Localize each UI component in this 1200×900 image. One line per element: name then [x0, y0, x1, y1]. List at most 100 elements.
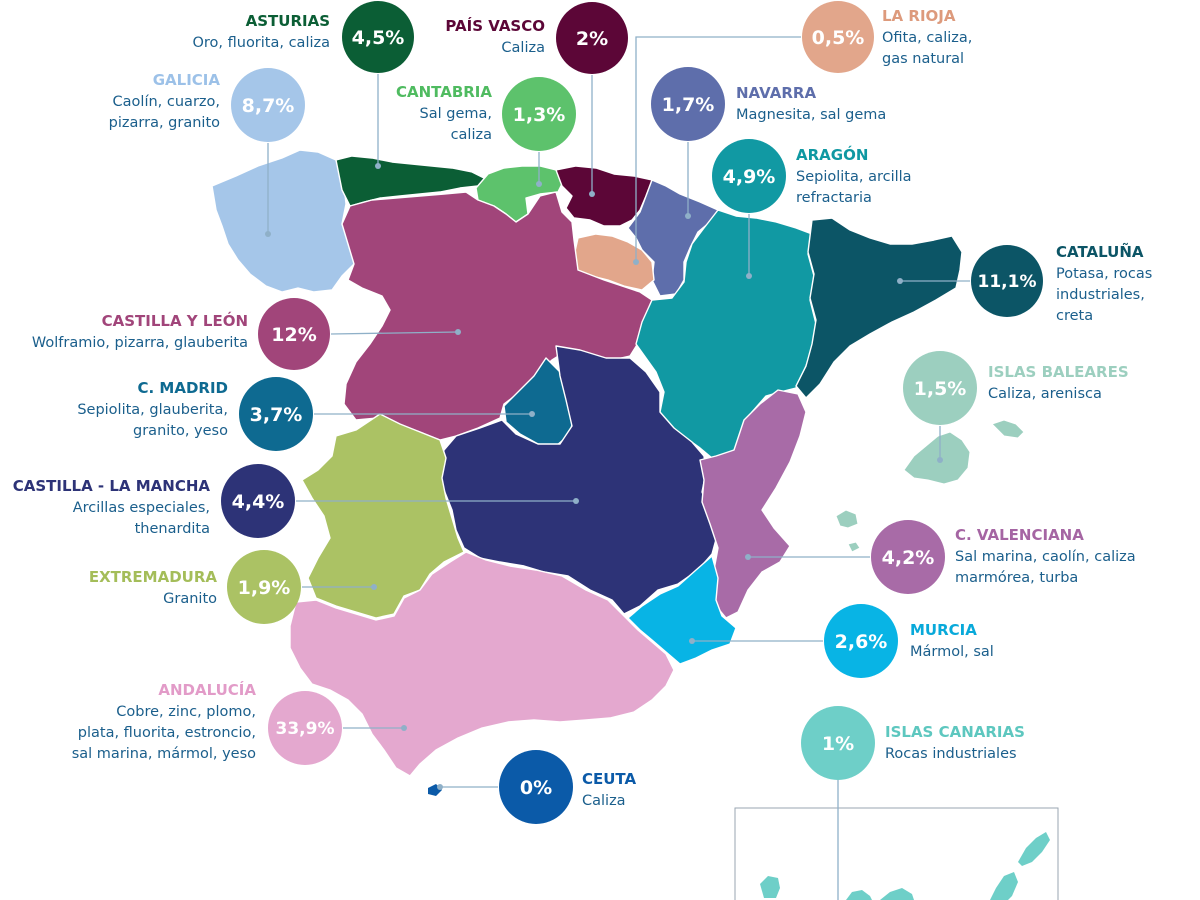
leader-dot [371, 584, 377, 590]
label-murcia: 2,6% MURCIA Mármol, sal [689, 604, 994, 678]
percent-value: 4,5% [352, 27, 405, 49]
canary-islands-inset [734, 807, 1059, 900]
leader-dot [897, 278, 903, 284]
percent-bubble [342, 1, 414, 73]
percent-value: 1,9% [238, 577, 291, 599]
leader-dot [633, 259, 639, 265]
percent-value: 4,4% [232, 491, 285, 513]
leader-line [330, 331, 459, 335]
label-madrid: 3,7% C. MADRID Sepiolita, glauberita, grani… [77, 377, 535, 451]
minerals-line: Caolín, cuarzo, [113, 94, 220, 110]
region-extremadura [301, 413, 465, 619]
percent-bubble [903, 351, 977, 425]
leader-dot [529, 411, 535, 417]
region-name: MURCIA [910, 621, 977, 639]
region-andalucia [289, 551, 675, 777]
region-name: ISLAS CANARIAS [885, 723, 1025, 741]
minerals-line: Sal gema, [420, 106, 492, 122]
label-navarra: 1,7% NAVARRA Magnesita, sal gema [651, 67, 886, 219]
label-castilla-leon: 12% CASTILLA Y LEÓN Wolframio, pizarra, gl… [32, 298, 461, 370]
region-name: GALICIA [153, 71, 221, 89]
percent-value: 4,2% [882, 547, 935, 569]
leader-dot [265, 231, 271, 237]
leader-dot [746, 273, 752, 279]
minerals-line: Oro, fluorita, caliza [192, 35, 330, 51]
leader-dot [375, 163, 381, 169]
percent-value: 0% [520, 777, 552, 799]
minerals-line: granito, yeso [133, 423, 228, 439]
leader-dot [573, 498, 579, 504]
percent-bubble [231, 68, 305, 142]
minerals-line: refractaria [796, 190, 872, 206]
minerals-line: Rocas industriales [885, 746, 1017, 762]
percent-value: 12% [271, 324, 316, 346]
label-valenciana: 4,2% C. VALENCIANA Sal marina, caolín, cal… [745, 520, 1136, 594]
leader-dot [745, 554, 751, 560]
percent-value: 1,5% [914, 378, 967, 400]
percent-bubble [556, 2, 628, 74]
percent-bubble [871, 520, 945, 594]
label-extremadura: 1,9% EXTREMADURA Granito [89, 550, 377, 624]
region-name: CASTILLA Y LEÓN [102, 311, 248, 330]
leader-dot [685, 213, 691, 219]
leader-dot [437, 784, 443, 790]
percent-value: 2,6% [835, 631, 888, 653]
leader-dot [455, 329, 461, 335]
label-asturias: 4,5% ASTURIAS Oro, fluorita, caliza [192, 1, 414, 169]
percent-bubble [651, 67, 725, 141]
label-pais-vasco: 2% PAÍS VASCO Caliza [445, 2, 628, 197]
minerals-line: Sepiolita, glauberita, [77, 402, 228, 418]
percent-bubble [239, 377, 313, 451]
percent-value: 2% [576, 28, 608, 50]
percent-value: 11,1% [978, 272, 1037, 292]
minerals-line: Ofita, caliza, [882, 30, 972, 46]
region-cataluna [795, 217, 963, 399]
minerals-line: Granito [163, 591, 217, 607]
minerals-line: plata, fluorita, estroncio, [78, 725, 256, 741]
region-name: ISLAS BALEARES [988, 363, 1129, 381]
region-name: LA RIOJA [882, 7, 956, 25]
label-cataluna: 11,1% CATALUÑA Potasa, rocas industriales, c… [897, 242, 1152, 324]
region-name: C. MADRID [138, 379, 229, 397]
leader-dot [536, 181, 542, 187]
minerals-line: Caliza [501, 40, 545, 56]
percent-bubble [268, 691, 342, 765]
minerals-line: creta [1056, 308, 1093, 324]
minerals-line: gas natural [882, 51, 964, 67]
percent-bubble [801, 706, 875, 780]
percent-value: 1,3% [513, 104, 566, 126]
leader-dot [589, 191, 595, 197]
minerals-line: Sal marina, caolín, caliza [955, 549, 1136, 565]
region-murcia [627, 555, 737, 665]
region-name: NAVARRA [736, 84, 816, 102]
label-galicia: 8,7% GALICIA Caolín, cuarzo, pizarra, grani… [109, 68, 305, 237]
percent-value: 1% [822, 733, 854, 755]
region-galicia [211, 149, 355, 293]
percent-value: 3,7% [250, 404, 303, 426]
minerals-line: Cobre, zinc, plomo, [116, 704, 256, 720]
label-islas-baleares: 1,5% ISLAS BALEARES Caliza, arenisca [903, 351, 1129, 463]
region-pais-vasco [555, 165, 653, 227]
minerals-line: marmórea, turba [955, 570, 1078, 586]
minerals-line: Caliza, arenisca [988, 386, 1102, 402]
leader-dot [401, 725, 407, 731]
percent-bubble [499, 750, 573, 824]
minerals-line: Wolframio, pizarra, glauberita [32, 335, 248, 351]
label-andalucia: 33,9% ANDALUCÍA Cobre, zinc, plomo, plata, … [72, 680, 407, 765]
region-castilla-la-mancha [439, 345, 719, 615]
minerals-line: industriales, [1056, 287, 1145, 303]
minerals-line: Magnesita, sal gema [736, 107, 886, 123]
label-islas-canarias: 1% ISLAS CANARIAS Rocas industriales [801, 706, 1025, 900]
percent-bubble [258, 298, 330, 370]
percent-value: 33,9% [276, 719, 335, 739]
region-name: C. VALENCIANA [955, 526, 1084, 544]
region-name: EXTREMADURA [89, 568, 218, 586]
region-name: ANDALUCÍA [158, 680, 256, 699]
percent-bubble [824, 604, 898, 678]
percent-bubble [971, 245, 1043, 317]
percent-value: 1,7% [662, 94, 715, 116]
minerals-line: Caliza [582, 793, 626, 809]
minerals-line: Potasa, rocas [1056, 266, 1152, 282]
